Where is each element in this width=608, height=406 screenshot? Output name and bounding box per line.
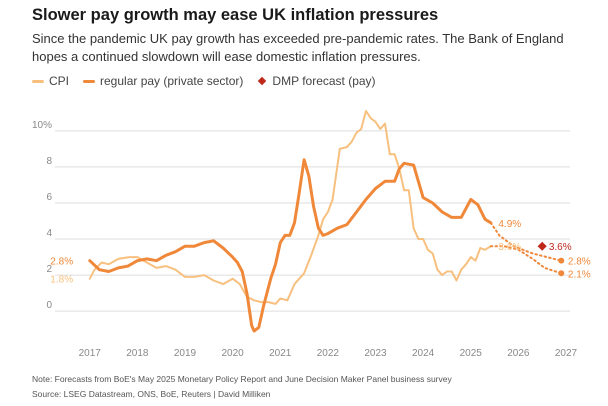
data-label: 1.8% (50, 275, 73, 286)
legend-label-dmp: DMP forecast (pay) (272, 74, 376, 88)
forecast-end-point (558, 257, 565, 264)
x-axis-tick-labels: 2017 2018 2019 2020 2021 2022 2023 2024 2025 2026… (79, 348, 578, 359)
legend-item-cpi: CPI (32, 74, 69, 88)
x-tick-label: 2017 (79, 348, 102, 359)
data-label: 3.6% (549, 242, 572, 253)
data-label: 4.9% (498, 219, 521, 230)
chart-title: Slower pay growth may ease UK inflation … (32, 6, 439, 24)
data-label: 3.6% (498, 242, 521, 253)
data-label: 2.1% (568, 269, 591, 280)
legend-label-pay: regular pay (private sector) (100, 74, 244, 88)
x-tick-label: 2022 (317, 348, 340, 359)
chart-note: Note: Forecasts from BoE's May 2025 Mone… (32, 374, 452, 384)
x-tick-label: 2024 (412, 348, 435, 359)
x-tick-label: 2023 (364, 348, 387, 359)
x-tick-label: 2019 (174, 348, 197, 359)
series-line-cpi (88, 110, 492, 305)
x-tick-label: 2018 (126, 348, 149, 359)
chart-subtitle: Since the pandemic UK pay growth has exc… (32, 31, 564, 64)
x-tick-label: 2025 (460, 348, 483, 359)
y-tick-label: 6 (46, 192, 52, 203)
series-line-cpi-forecast (489, 245, 563, 275)
y-tick-label: 2 (46, 264, 52, 275)
data-label: 2.8% (50, 257, 73, 268)
data-labels: 2.8%1.8%4.9%3.6% 3.6%2.8%2.1% (50, 219, 591, 286)
forecast-end-point (558, 270, 565, 277)
x-tick-label: 2020 (222, 348, 245, 359)
series-line-pay (88, 158, 493, 333)
data-label: 2.8% (568, 257, 591, 268)
x-tick-label: 2021 (269, 348, 292, 359)
legend-swatch-cpi (32, 79, 44, 83)
legend: CPI regular pay (private sector) DMP for… (32, 74, 390, 88)
legend-item-pay: regular pay (private sector) (83, 74, 243, 88)
series-line-pay-forecast (489, 221, 563, 262)
series-lines (88, 110, 565, 333)
grid-lines (55, 130, 570, 312)
dmp-forecast-point (537, 241, 547, 251)
legend-item-dmp: DMP forecast (pay) (257, 74, 376, 88)
y-tick-label: 4 (46, 228, 52, 239)
legend-swatch-pay (83, 79, 96, 83)
y-tick-label: 8 (46, 156, 52, 167)
x-tick-label: 2026 (507, 348, 530, 359)
x-tick-label: 2027 (555, 348, 578, 359)
y-axis-tick-labels: 0 2 4 6 8 10% (32, 120, 52, 311)
chart-source: Source: LSEG Datastream, ONS, BoE, Reute… (32, 389, 271, 399)
legend-label-cpi: CPI (49, 74, 70, 88)
y-tick-label: 10% (32, 120, 52, 131)
y-tick-label: 0 (46, 300, 52, 311)
